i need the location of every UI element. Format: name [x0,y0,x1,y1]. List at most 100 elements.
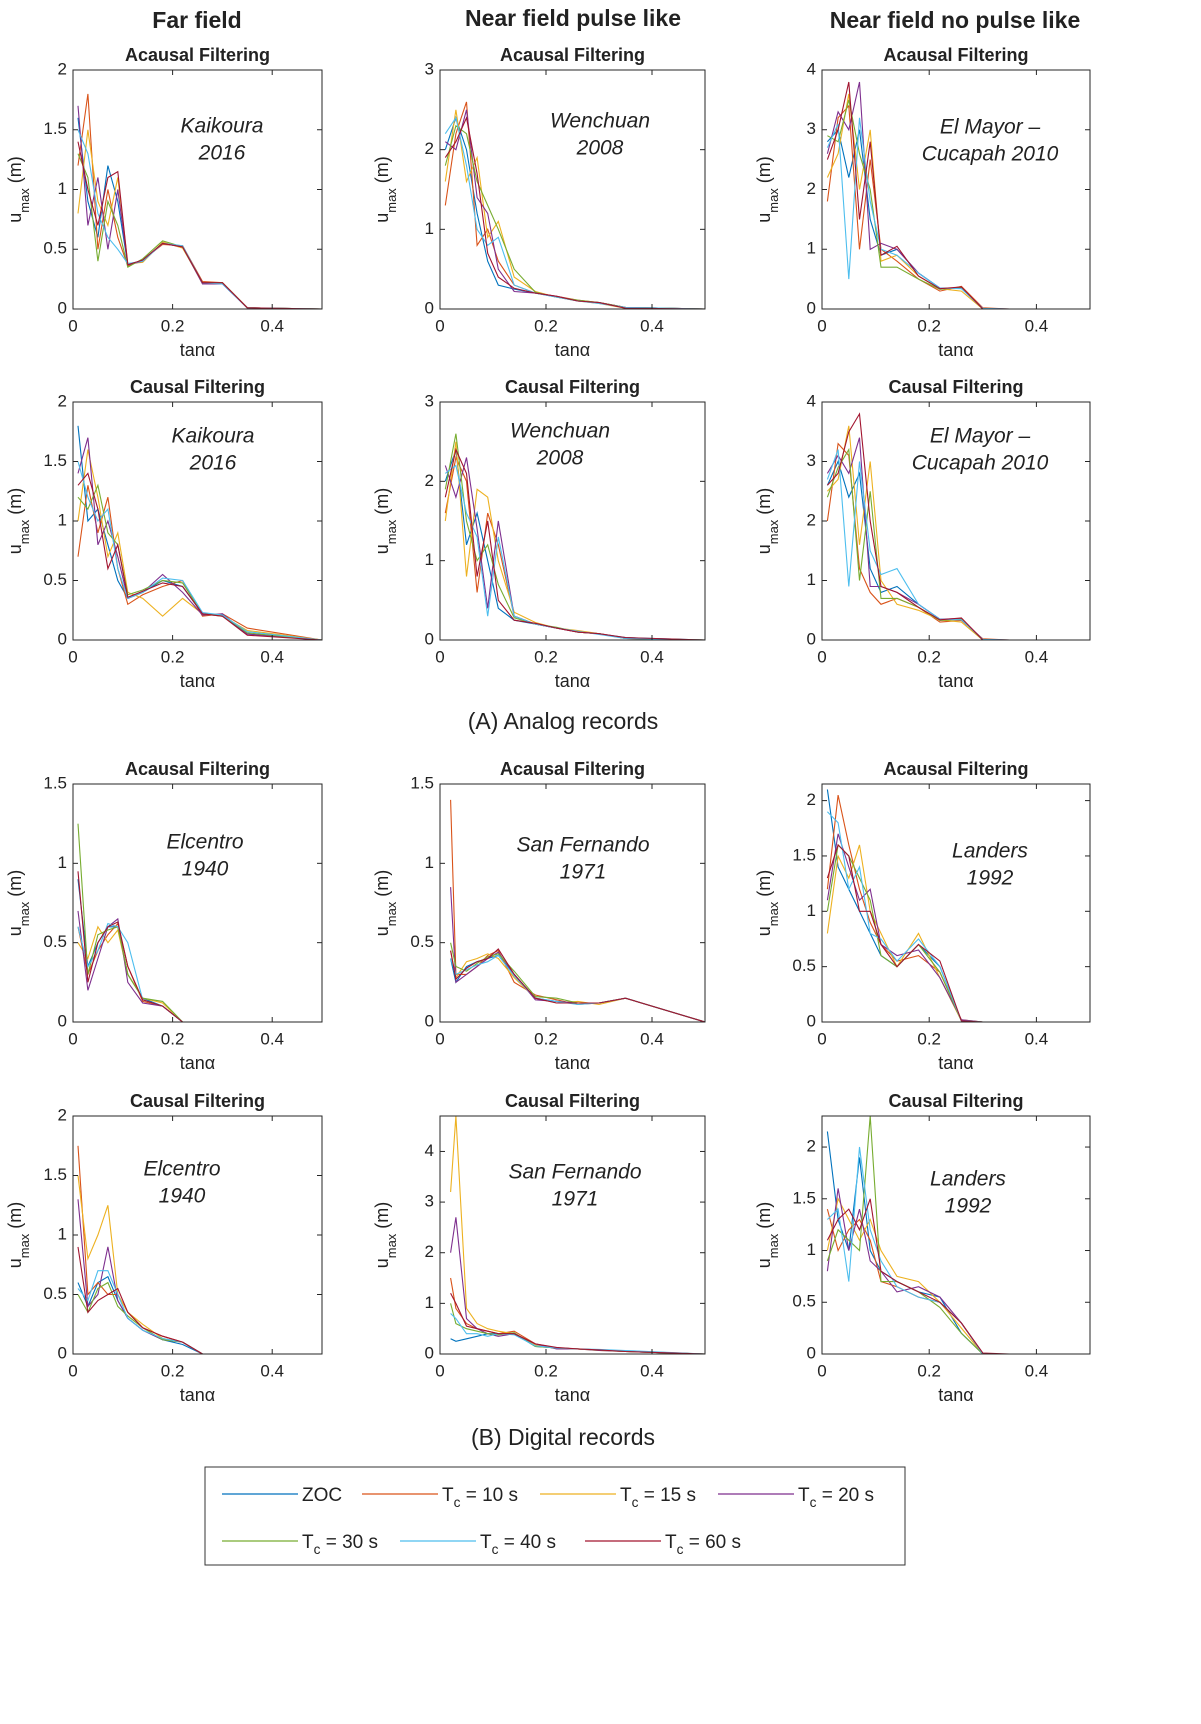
series-line [826,1198,1090,1354]
y-tick-label: 0 [807,1011,816,1030]
y-tick-label: 1.5 [410,773,434,792]
series-line [77,1270,322,1354]
x-tick-label: 0 [435,647,444,666]
y-tick-label: 0 [58,1343,67,1362]
x-tick-label: 0 [435,316,444,335]
annotation: Elcentro [143,1158,220,1181]
x-axis-label: tanα [938,1053,973,1073]
x-tick-label: 0 [817,1029,826,1048]
subplot-title: Acausal Filtering [883,45,1028,65]
x-tick-label: 0.2 [534,316,558,335]
y-tick-label: 0 [425,629,434,648]
plot-area [440,784,705,1022]
annotation: 2016 [189,452,237,475]
subplot: 0 0.5 1 1.5 2 0 0.2 0.4 Causal Filtering tanα umax… [5,1091,323,1405]
y-tick-label: 1 [425,550,434,569]
subplot-title: Causal Filtering [888,1091,1023,1111]
x-axis-label: tanα [555,1053,590,1073]
x-tick-label: 0.4 [640,1361,664,1380]
subplot-title: Acausal Filtering [125,45,270,65]
subplot: 0 0.5 1 1.5 2 0 0.2 0.4 Acausal Filtering tanα uma… [754,759,1091,1073]
series-line [826,833,1090,1022]
y-axis-label: umax (m) [5,156,32,222]
annotation: Elcentro [166,831,243,854]
series-line [77,871,322,1022]
y-tick-label: 0.5 [43,570,67,589]
series-line [450,948,705,1022]
legend-label: Tc = 30 s [302,1532,378,1557]
y-tick-label: 1 [807,1240,816,1259]
series-line [77,461,322,640]
plot-frame [439,783,706,1023]
y-tick-label: 4 [807,59,816,78]
annotation: 2016 [198,142,246,165]
annotation: San Fernando [516,834,649,857]
y-tick-label: 2 [425,471,434,490]
series-line [444,116,705,309]
y-tick-label: 2 [58,1105,67,1124]
series-line [827,1146,1090,1354]
x-tick-label: 0 [68,1029,77,1048]
y-axis-label: umax (m) [372,488,399,554]
x-tick-label: 0.2 [917,647,941,666]
legend-label: Tc = 60 s [665,1532,741,1557]
subplot: 0 1 2 3 4 0 0.2 0.4 Acausal Filtering tanα umax (m… [754,45,1091,360]
y-axis-label: umax (m) [754,488,781,554]
x-tick-label: 0 [817,647,826,666]
x-tick-label: 0.4 [1025,316,1049,335]
y-tick-label: 0.5 [43,932,67,951]
series-line [826,81,1090,309]
subplot-title: Causal Filtering [130,1091,265,1111]
y-axis-label: umax (m) [372,870,399,936]
plot-area [73,784,322,1022]
plot-area [440,1116,705,1354]
y-axis-label: umax (m) [372,156,399,222]
x-axis-label: tanα [180,1053,215,1073]
y-tick-label: 0.5 [792,956,816,975]
y-axis-label: umax (m) [372,1202,399,1268]
subplot: 0 0.5 1 1.5 2 0 0.2 0.4 Acausal Filtering tanα uma… [5,45,323,360]
section-label: (A) Analog records [468,708,658,734]
x-tick-label: 0.2 [534,1029,558,1048]
plot-frame [72,783,323,1023]
annotation: 2008 [576,137,624,160]
y-tick-label: 1 [425,853,434,872]
y-tick-label: 2 [425,1242,434,1261]
section-label: (B) Digital records [471,1424,655,1450]
x-tick-label: 0.2 [917,1361,941,1380]
y-tick-label: 0.5 [792,1292,816,1311]
y-tick-label: 1 [807,570,816,589]
series-line [450,1292,705,1354]
x-axis-label: tanα [938,340,973,360]
series-line [826,843,1090,1022]
y-tick-label: 2 [807,179,816,198]
series-line [77,1246,322,1354]
y-tick-label: 1 [58,179,67,198]
series-line [826,459,1090,640]
subplot-title: Causal Filtering [505,377,640,397]
series-line [77,1175,322,1354]
y-tick-label: 1.5 [792,845,816,864]
y-tick-label: 1 [807,901,816,920]
x-tick-label: 0.2 [917,1029,941,1048]
y-tick-label: 1 [58,510,67,529]
series-line [826,1188,1090,1354]
annotation: 1992 [967,867,1014,890]
x-tick-label: 0 [68,316,77,335]
y-tick-label: 3 [425,1192,434,1211]
y-tick-label: 1.5 [792,1188,816,1207]
y-tick-label: 0.5 [43,239,67,258]
y-tick-label: 4 [425,1141,434,1160]
x-tick-label: 0.2 [161,1361,185,1380]
subplot-title: Acausal Filtering [500,45,645,65]
x-tick-label: 0.4 [1025,1029,1049,1048]
plot-area [73,402,322,640]
series-line [444,447,705,640]
annotation: Landers [952,840,1028,863]
y-axis-label: umax (m) [5,1202,32,1268]
legend-box [204,1466,906,1566]
x-tick-label: 0 [435,1361,444,1380]
subplot: 0 1 2 3 4 0 0.2 0.4 Causal Filtering tanα umax (m)… [754,377,1091,691]
plot-area [822,784,1090,1022]
annotation: Wenchuan [510,420,610,443]
